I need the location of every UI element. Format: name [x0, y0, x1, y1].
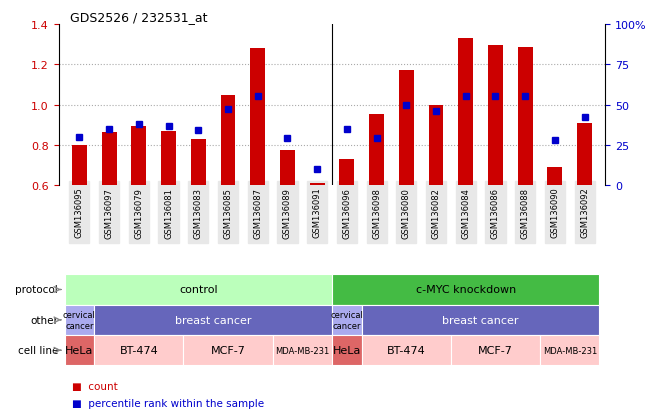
- Text: HeLa: HeLa: [65, 345, 94, 355]
- Bar: [399, 71, 414, 186]
- Text: MCF-7: MCF-7: [210, 345, 245, 355]
- Text: protocol: protocol: [15, 285, 58, 295]
- Bar: [577, 123, 592, 186]
- Text: cervical
cancer: cervical cancer: [63, 311, 96, 330]
- Text: MDA-MB-231: MDA-MB-231: [275, 346, 329, 355]
- Bar: [362, 335, 451, 366]
- Text: BT-474: BT-474: [387, 345, 426, 355]
- Bar: [161, 131, 176, 186]
- Bar: [64, 275, 332, 305]
- Bar: [332, 335, 362, 366]
- Text: ■  count: ■ count: [72, 381, 117, 391]
- Text: GDS2526 / 232531_at: GDS2526 / 232531_at: [70, 11, 207, 24]
- Bar: [332, 275, 600, 305]
- Bar: [547, 168, 562, 186]
- Bar: [191, 140, 206, 186]
- Bar: [540, 335, 600, 366]
- Bar: [94, 305, 332, 335]
- Bar: [339, 160, 354, 186]
- Bar: [94, 335, 184, 366]
- Bar: [332, 305, 362, 335]
- Bar: [64, 305, 94, 335]
- Text: MDA-MB-231: MDA-MB-231: [543, 346, 597, 355]
- Bar: [102, 133, 117, 186]
- Bar: [451, 335, 540, 366]
- Bar: [221, 96, 236, 186]
- Text: cervical
cancer: cervical cancer: [331, 311, 363, 330]
- Text: c-MYC knockdown: c-MYC knockdown: [415, 285, 516, 295]
- Bar: [428, 105, 443, 186]
- Bar: [280, 151, 295, 186]
- Bar: [488, 46, 503, 186]
- Text: breast cancer: breast cancer: [443, 315, 519, 325]
- Bar: [64, 335, 94, 366]
- Text: breast cancer: breast cancer: [175, 315, 251, 325]
- Bar: [369, 114, 384, 186]
- Bar: [273, 335, 332, 366]
- Text: cell line: cell line: [18, 345, 58, 355]
- Text: ■  percentile rank within the sample: ■ percentile rank within the sample: [72, 398, 264, 408]
- Bar: [362, 305, 600, 335]
- Text: control: control: [179, 285, 217, 295]
- Bar: [72, 145, 87, 186]
- Bar: [518, 48, 533, 186]
- Text: BT-474: BT-474: [119, 345, 158, 355]
- Bar: [310, 184, 325, 186]
- Text: HeLa: HeLa: [333, 345, 361, 355]
- Text: other: other: [30, 315, 58, 325]
- Bar: [250, 49, 265, 186]
- Bar: [184, 335, 273, 366]
- Bar: [132, 126, 146, 186]
- Text: MCF-7: MCF-7: [478, 345, 513, 355]
- Bar: [458, 39, 473, 186]
